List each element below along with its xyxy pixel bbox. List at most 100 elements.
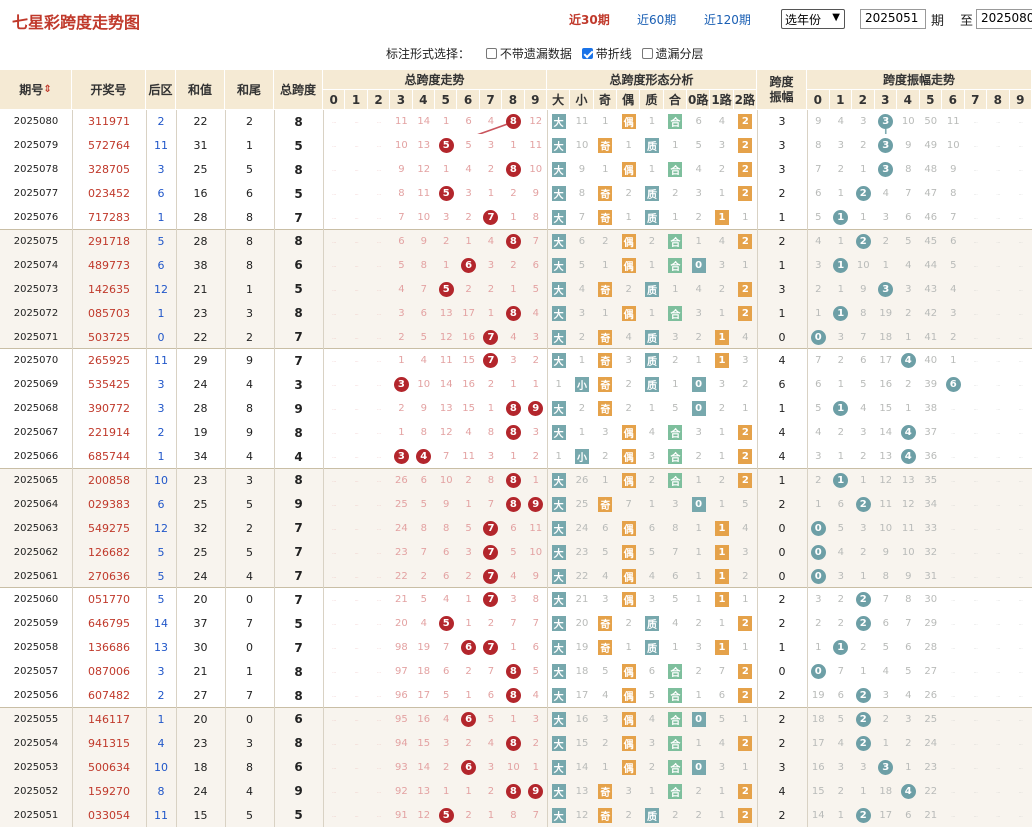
shape-miss-count: 2 [695, 809, 702, 821]
from-issue-input[interactable]: 2025051 [860, 9, 926, 29]
trend-miss-count: 11 [395, 116, 408, 128]
row-back-zone: 6 [157, 187, 165, 201]
amp-miss-tiny: ... [996, 430, 1001, 436]
trend-miss-tiny: ... [354, 645, 359, 651]
amp-miss-count: 2 [905, 307, 912, 319]
shape-marker: 大 [551, 807, 566, 823]
trend-miss-count: 9 [532, 188, 539, 200]
shape-marker: 奇 [598, 640, 613, 656]
trend-miss-count: 23 [395, 546, 408, 558]
amp-miss-tiny: ... [996, 334, 1001, 340]
shape-marker: 质 [644, 186, 659, 202]
row-issue: 2025063 [13, 522, 59, 534]
trend-miss-tiny: ... [332, 645, 337, 651]
trend-span-ball: 8 [502, 469, 524, 493]
trend-miss-count: 2 [487, 164, 495, 176]
trend-miss-count: 2 [398, 403, 405, 415]
span-ball: 8 [505, 496, 521, 512]
option-polyline-checkbox[interactable] [581, 48, 593, 59]
table-row [0, 707, 1032, 732]
amp-miss-count: 6 [837, 690, 844, 702]
shape-miss-count: 5 [672, 403, 679, 415]
trend-miss-tiny: ... [354, 382, 359, 388]
trend-span-ball: 6 [457, 708, 479, 732]
trend-span-ball: 8 [502, 301, 524, 325]
shape-miss-count: 3 [648, 451, 656, 463]
row-issue: 2025061 [13, 570, 59, 582]
row-sum-tail: 0 [246, 712, 253, 726]
trend-miss-count: 1 [443, 259, 450, 271]
trend-miss-tiny: ... [377, 645, 381, 651]
row-sum: 20 [193, 593, 208, 607]
amplitude-ball: 4 [900, 783, 916, 799]
trend-miss-count: 5 [420, 594, 427, 606]
shape-marker: 0 [691, 496, 706, 512]
trend-miss-count: 2 [443, 761, 450, 773]
link-recent-30[interactable]: 近30期 [569, 13, 610, 27]
row-sum: 30 [193, 641, 208, 655]
option-no-miss-checkbox[interactable] [485, 48, 497, 59]
trend-miss-count: 3 [465, 188, 472, 200]
row-back-zone: 3 [157, 378, 165, 392]
amp-miss-count: 7 [950, 212, 957, 224]
trend-miss-count: 5 [532, 666, 539, 678]
shape-hit: 小 [570, 445, 593, 469]
shape-miss-count: 4 [648, 713, 656, 725]
sort-arrow-icon[interactable]: ⇕ [43, 84, 52, 95]
amp-header-line1: 跨度 [769, 74, 794, 89]
to-issue-input[interactable]: 2025080 [976, 9, 1032, 29]
trend-miss-count: 4 [510, 331, 517, 343]
shape-hit: 偶 [617, 445, 640, 469]
trend-miss-tiny: ... [354, 573, 359, 579]
trend-miss-count: 1 [510, 642, 517, 654]
amp-miss-tiny: ... [996, 669, 1001, 675]
table-row [0, 588, 1032, 612]
amp-miss-tiny: ... [1018, 286, 1023, 292]
row-amplitude: 2 [778, 593, 786, 607]
shape-miss-count: 1 [718, 188, 726, 200]
row-sum-tail: 7 [246, 689, 253, 703]
period-label: 期 [931, 14, 945, 29]
shape-miss-count: 4 [625, 331, 632, 343]
shape-miss-count: 7 [578, 212, 586, 224]
year-select[interactable]: 选年份 ▼ [781, 9, 845, 29]
trend-miss-count: 3 [487, 451, 495, 463]
row-back-zone: 12 [154, 521, 168, 535]
trend-miss-count: 9 [443, 498, 450, 510]
shape-marker: 偶 [621, 162, 636, 178]
link-recent-60[interactable]: 近60期 [637, 13, 677, 27]
trend-miss-count: 1 [443, 116, 450, 128]
trend-miss-count: 6 [443, 546, 450, 558]
shape-miss-count: 1 [602, 259, 609, 271]
shape-miss-count: 1 [625, 212, 632, 224]
amp-miss-tiny: ... [973, 191, 978, 197]
row-amplitude: 1 [778, 258, 786, 272]
shape-miss-count: 3 [742, 546, 749, 558]
amp-miss-tiny: ... [996, 406, 1001, 412]
shape-hit: 大 [547, 564, 570, 588]
amp-miss-count: 8 [860, 307, 867, 319]
trend-miss-count: 11 [529, 140, 543, 152]
option-miss-layer-checkbox[interactable] [641, 48, 653, 59]
amplitude-ball: 2 [855, 616, 871, 632]
amp-miss-count: 8 [815, 140, 822, 152]
row-draw-number: 607482 [88, 689, 130, 703]
amp-miss-count: 6 [882, 618, 889, 630]
shape-hit: 偶 [617, 731, 640, 755]
shape-hit: 大 [547, 206, 570, 230]
link-recent-120[interactable]: 近120期 [704, 13, 751, 27]
amp-miss-tiny: ... [1018, 669, 1023, 675]
shape-marker: 2 [738, 449, 753, 465]
shape-hit: 1 [710, 206, 733, 230]
amp-miss-count: 40 [924, 355, 938, 367]
col-issue-header[interactable]: 期号 ⇕ [0, 70, 72, 110]
row-span: 7 [294, 545, 303, 560]
trend-miss-count: 1 [510, 451, 517, 463]
shape-miss-count: 1 [742, 212, 749, 224]
amp-miss-tiny: ... [996, 167, 1001, 173]
amp-miss-tiny: ... [973, 262, 978, 268]
shape-miss-count: 1 [648, 403, 656, 415]
shape-hit: 偶 [617, 421, 640, 445]
row-sum-tail: 1 [246, 139, 253, 153]
amplitude-ball: 1 [833, 472, 849, 488]
